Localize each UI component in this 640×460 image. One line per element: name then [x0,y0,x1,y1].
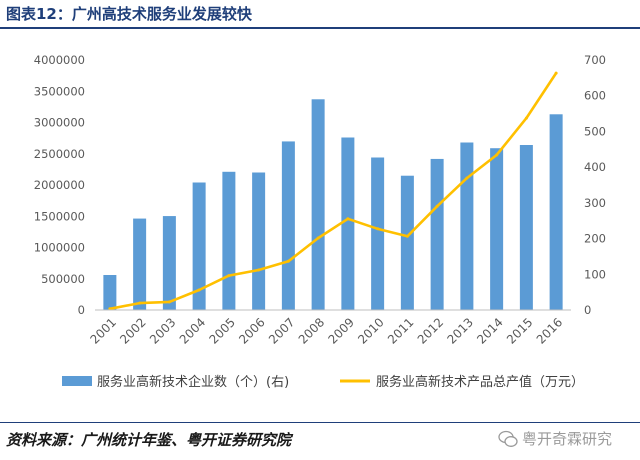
bar-2011 [400,175,414,310]
x-axis-tick-label-2005: 2005 [207,315,238,346]
left-axis-tick-label: 2000000 [34,178,85,192]
footer-divider [0,422,640,423]
x-axis-tick-label-2004: 2004 [177,315,208,346]
left-axis-tick-label: 0 [78,303,85,317]
bar-2009 [341,137,355,310]
line-point-2010 [376,227,380,231]
right-axis-tick-label: 600 [584,89,606,103]
x-axis-tick-label-2015: 2015 [504,315,535,346]
x-axis-tick-label-2013: 2013 [445,315,476,346]
left-axis-tick-label: 1000000 [34,241,85,255]
right-axis-tick-label: 400 [584,160,606,174]
chart-title: 图表12：广州高技术服务业发展较快 [6,5,252,23]
right-axis-tick-label: 500 [584,124,606,138]
line-series-output-value [108,71,558,311]
line-point-2009 [346,217,350,221]
bar-2003 [162,216,176,310]
x-axis-tick-label-2016: 2016 [534,315,565,346]
left-axis-tick-label: 3000000 [34,116,85,130]
line-point-2014 [495,153,499,157]
line-point-2004 [197,288,201,292]
title-divider [0,27,640,29]
legend: 服务业高新技术企业数（个）(右) 服务业高新技术产品总产值（万元） [62,374,584,390]
x-axis-tick-label-2003: 2003 [147,315,178,346]
line-point-2016 [554,71,558,75]
x-axis-tick-label-2012: 2012 [415,315,446,346]
wechat-icon [498,430,518,447]
line-point-2003 [167,300,171,304]
right-axis-tick-label: 700 [584,53,606,67]
watermark-text: 粤开奇霖研究 [522,430,613,448]
x-axis-tick-label-2011: 2011 [385,315,416,346]
bar-2006 [252,172,266,310]
x-axis-tick-label-2001: 2001 [88,315,119,346]
x-axis-tick-label-2010: 2010 [355,315,386,346]
x-axis-tick-label-2008: 2008 [296,315,327,346]
bar-2007 [281,141,295,310]
line-point-2013 [465,176,469,180]
combo-chart: 0 500000 1000000 1500000 2000000 2500000 30000… [34,53,606,390]
bar-2002 [133,218,147,310]
legend-label-line: 服务业高新技术产品总产值（万元） [376,374,584,390]
x-axis-tick-label-2002: 2002 [117,315,148,346]
x-axis-tick-label-2006: 2006 [236,315,267,346]
line-point-2006 [257,268,261,272]
left-axis-tick-label: 2500000 [34,147,85,161]
bar-2010 [371,157,385,310]
bar-2014 [490,148,504,310]
right-axis-tick-label: 200 [584,232,606,246]
right-axis-tick-label: 100 [584,267,606,281]
line-point-2008 [316,236,320,240]
x-axis-tick-label-2014: 2014 [474,315,505,346]
bar-series [103,99,563,311]
bar-2012 [430,158,444,310]
legend-swatch-bar [62,376,92,386]
watermark: 粤开奇霖研究 [498,430,612,448]
line-series-group [108,71,558,311]
bar-2013 [460,142,474,310]
line-point-2011 [405,234,409,238]
left-axis-tick-label: 500000 [41,272,85,286]
right-axis-tick-label: 300 [584,196,606,210]
left-axis-tick-label: 4000000 [34,53,85,67]
line-point-2005 [227,274,231,278]
line-point-2002 [138,301,142,305]
bar-2015 [519,145,533,310]
bar-2004 [192,182,206,310]
bar-2005 [222,171,236,310]
line-point-2007 [286,259,290,263]
left-axis-tick-label: 1500000 [34,209,85,223]
source-note: 资料来源：广州统计年鉴、粤开证券研究院 [6,431,292,449]
left-axis-tick-label: 3500000 [34,84,85,98]
bar-2001 [103,275,117,310]
bar-2008 [311,99,325,311]
line-point-2012 [435,204,439,208]
bar-2016 [549,114,563,311]
x-axis-tick-label-2009: 2009 [326,315,357,346]
right-axis-tick-label: 0 [584,303,591,317]
x-axis-tick-label-2007: 2007 [266,315,297,346]
line-point-2015 [524,116,528,120]
legend-label-bar: 服务业高新技术企业数（个）(右) [97,374,289,390]
